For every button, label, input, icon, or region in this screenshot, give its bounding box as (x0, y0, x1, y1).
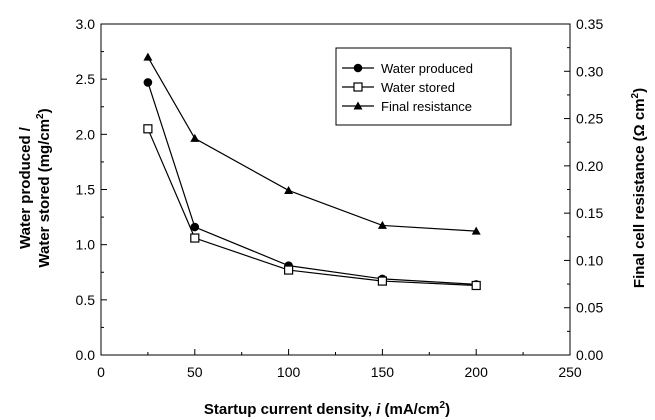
legend-marker-water-produced (353, 63, 363, 73)
y-right-tick-label: 0.00 (576, 347, 603, 363)
data-point-water-stored (143, 124, 153, 134)
y-left-tick-label: 0.5 (76, 292, 96, 308)
legend-label-water-produced: Water produced (381, 61, 473, 76)
y-left-tick-label: 2.5 (76, 71, 96, 87)
data-point-final-resistance (190, 133, 200, 142)
x-axis-title: Startup current density, i (mA/cm2) (204, 400, 450, 418)
y-left-axis-title-line2: Water stored (mg/cm2) (35, 108, 53, 267)
data-point-final-resistance (143, 52, 153, 61)
data-point-final-resistance (284, 185, 294, 194)
x-tick-label: 100 (277, 364, 301, 380)
y-left-tick-label: 0.0 (76, 347, 96, 363)
y-right-tick-label: 0.20 (576, 158, 603, 174)
series-final-resistance (143, 52, 481, 235)
y-left-tick-label: 2.0 (76, 126, 96, 142)
data-point-water-stored (190, 233, 200, 243)
legend: Water produced Water stored Final resist… (335, 47, 512, 126)
y-right-tick-label: 0.05 (576, 300, 603, 316)
series-water-stored (143, 124, 481, 291)
series-layer (143, 52, 481, 291)
x-tick-label: 200 (465, 364, 489, 380)
y-left-tick-label: 1.0 (76, 237, 96, 253)
x-tick-label: 250 (558, 364, 582, 380)
y-right-tick-label: 0.30 (576, 63, 603, 79)
y-right-tick-label: 0.35 (576, 16, 603, 32)
y-left-axis-title-line1: Water produced / (17, 126, 34, 249)
y-left-axis-title: Water produced / Water stored (mg/cm2) (17, 108, 53, 267)
x-tick-label: 0 (97, 364, 105, 380)
y-right-axis-title-text: Final cell resistance (Ω cm2) (630, 88, 648, 288)
data-point-water-produced (190, 222, 200, 232)
y-left-tick-label: 3.0 (76, 16, 96, 32)
y-right-tick-label: 0.15 (576, 205, 603, 221)
x-tick-label: 150 (371, 364, 395, 380)
y-right-axis-title: Final cell resistance (Ω cm2) (630, 88, 648, 288)
data-point-final-resistance (377, 220, 387, 229)
y-right-tick-label: 0.25 (576, 111, 603, 127)
y-left-tick-label: 1.5 (76, 182, 96, 198)
legend-entry-water-stored: Water stored (342, 80, 455, 95)
x-tick-label: 50 (187, 364, 203, 380)
y-right-tick-label: 0.10 (576, 252, 603, 268)
data-point-water-stored (284, 265, 294, 275)
data-point-water-produced (143, 78, 153, 87)
legend-marker-water-stored (353, 82, 363, 92)
legend-marker-final-resistance (353, 101, 363, 110)
data-point-water-stored (377, 276, 387, 286)
legend-entry-water-produced: Water produced (342, 61, 473, 76)
axes: 0 50 100 150 200 250 0.0 0.5 1.0 1.5 2.0 2.5 3.0 0.00… (76, 16, 604, 380)
data-point-final-resistance (471, 226, 481, 235)
legend-label-final-resistance: Final resistance (381, 99, 472, 114)
legend-label-water-stored: Water stored (381, 80, 455, 95)
legend-entry-final-resistance: Final resistance (342, 99, 472, 114)
series-line-water-stored (147, 128, 477, 287)
data-point-water-stored (471, 280, 481, 291)
